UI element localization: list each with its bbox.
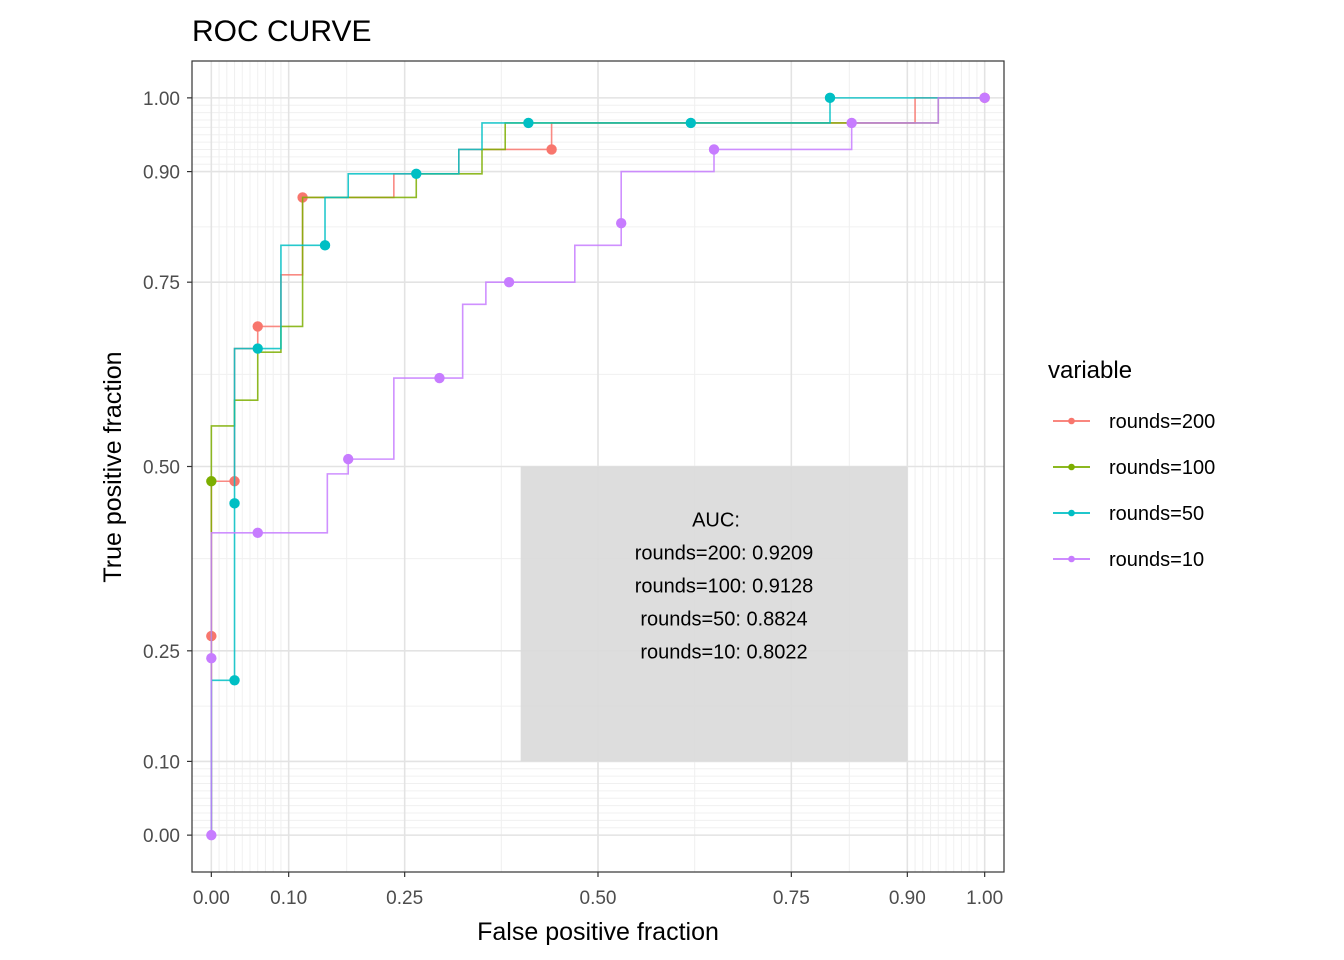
x-axis-ticks: 0.00 0.10 0.25 0.50 0.75 0.90 1.00 (193, 872, 1003, 909)
x-tick-label: 0.00 (193, 888, 230, 909)
data-point (824, 92, 836, 104)
legend-label: rounds=50 (1109, 503, 1204, 525)
auc-line: rounds=50: 0.8824 (640, 609, 807, 631)
auc-annotation: AUC: rounds=200: 0.9209 rounds=100: 0.9128… (520, 466, 908, 762)
auc-line: rounds=200: 0.9209 (635, 543, 814, 565)
roc-step-line (210, 97, 985, 836)
y-axis-label: True positive fraction (99, 351, 127, 582)
legend-label: rounds=200 (1109, 411, 1215, 433)
x-axis-label: False positive fraction (477, 918, 719, 946)
data-point (319, 240, 331, 251)
data-point (846, 117, 857, 129)
legend-label: rounds=10 (1109, 549, 1204, 571)
x-tick-label: 0.50 (580, 888, 617, 909)
y-tick-label: 0.25 (143, 642, 180, 663)
y-tick-label: 0.75 (143, 273, 180, 294)
legend-item: rounds=50 (1053, 503, 1204, 525)
x-tick-label: 1.00 (966, 888, 1003, 909)
data-point (979, 92, 990, 104)
legend-title: variable (1048, 357, 1132, 384)
x-tick-label: 0.25 (386, 888, 423, 909)
auc-line: rounds=100: 0.9128 (635, 576, 814, 598)
data-point (252, 343, 263, 354)
x-tick-label: 0.10 (270, 888, 307, 909)
data-point (229, 675, 240, 686)
data-point (434, 372, 445, 384)
x-tick-label: 0.75 (773, 888, 810, 909)
legend: variable rounds=200 rounds=100 rounds=50 ro… (1048, 357, 1215, 571)
y-tick-label: 0.10 (143, 752, 180, 773)
data-point (685, 117, 696, 129)
auc-box (520, 466, 908, 762)
data-point (206, 829, 217, 841)
series-2 (210, 92, 985, 836)
legend-key-point (1068, 555, 1075, 563)
y-axis-ticks: 0.00 0.10 0.25 0.50 0.75 0.90 1.00 (143, 89, 192, 847)
series-layer (206, 92, 990, 841)
auc-line: rounds=10: 0.8022 (640, 642, 807, 664)
data-point (616, 218, 627, 229)
data-point (206, 652, 217, 664)
legend-item: rounds=100 (1053, 457, 1215, 479)
data-point (229, 498, 240, 509)
data-point (252, 321, 263, 332)
data-point (411, 168, 422, 180)
data-point (503, 276, 515, 288)
data-point (708, 144, 720, 155)
legend-key-point (1068, 509, 1075, 517)
plot-panel-border (191, 60, 1005, 873)
legend-label: rounds=100 (1109, 457, 1215, 479)
series-3 (206, 92, 990, 841)
chart-title: ROC CURVE (192, 15, 371, 48)
legend-item: rounds=10 (1053, 549, 1204, 571)
legend-item: rounds=200 (1053, 411, 1215, 433)
y-tick-label: 0.00 (143, 826, 180, 847)
data-point (206, 476, 217, 487)
x-tick-label: 0.90 (889, 888, 926, 909)
auc-line: AUC: (692, 510, 740, 532)
legend-key-point (1068, 417, 1075, 425)
data-point (546, 144, 557, 155)
y-tick-label: 0.90 (143, 163, 180, 184)
y-tick-label: 0.50 (143, 458, 180, 479)
data-point (343, 453, 354, 465)
roc-step-line (210, 97, 985, 836)
data-point (252, 527, 263, 539)
legend-key-point (1068, 463, 1075, 471)
y-tick-label: 1.00 (143, 89, 180, 110)
data-point (523, 117, 534, 129)
